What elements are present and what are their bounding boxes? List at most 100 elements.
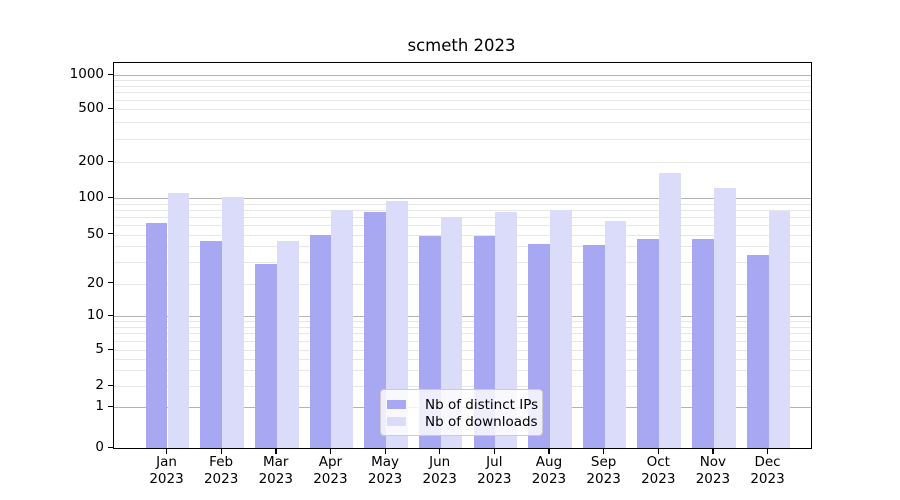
legend-item: Nb of distinct IPs: [387, 396, 542, 413]
grid-line-minor: [114, 121, 811, 123]
x-tick-month: Jul: [486, 454, 503, 470]
grid-line-minor: [114, 224, 811, 226]
y-tick-mark: [108, 384, 113, 386]
x-tick-month: Sep: [590, 454, 617, 470]
y-tick-mark: [108, 233, 113, 235]
bar-distinct-ips: [145, 223, 168, 448]
x-tick-mark: [657, 449, 660, 454]
grid-line-minor: [114, 333, 811, 335]
y-tick-label: 1000: [69, 66, 104, 82]
y-tick-label: 1: [95, 398, 104, 414]
y-tick-mark: [108, 282, 113, 284]
bar-distinct-ips: [746, 255, 769, 448]
y-tick-label: 10: [86, 307, 104, 323]
x-tick-month: Feb: [209, 454, 234, 470]
y-tick-label: 2: [95, 377, 104, 393]
x-tick-month: Aug: [535, 454, 563, 470]
x-tick-year: 2023: [750, 470, 785, 487]
x-tick-label: May 2023: [350, 454, 420, 487]
bar-distinct-ips: [254, 263, 277, 448]
grid-line-minor: [114, 358, 811, 360]
x-tick-month: Apr: [318, 454, 343, 470]
grid-line-major: [114, 75, 811, 76]
x-tick-mark: [166, 449, 168, 454]
x-tick-mark: [493, 449, 496, 454]
bar-downloads: [768, 211, 791, 448]
legend-swatch: [387, 417, 406, 426]
x-tick-label: Jul 2023: [459, 454, 529, 487]
bar-downloads: [276, 241, 299, 448]
bar-distinct-ips: [637, 238, 660, 448]
grid-line-minor: [114, 92, 811, 94]
legend-item: Nb of downloads: [387, 413, 542, 430]
y-tick-mark: [108, 160, 113, 162]
grid-line-minor: [114, 203, 811, 205]
x-tick-label: Feb 2023: [186, 454, 256, 487]
grid-line-minor: [114, 261, 811, 263]
bar-downloads: [167, 192, 190, 448]
x-tick-month: Jan: [156, 454, 177, 470]
grid-line-minor: [114, 209, 811, 211]
x-tick-mark: [329, 449, 332, 454]
x-tick-mark: [767, 449, 769, 454]
x-tick-year: 2023: [203, 470, 239, 487]
grid-line-minor: [114, 321, 811, 323]
grid-line-minor: [114, 386, 811, 387]
bar-downloads: [659, 172, 682, 448]
y-tick-label: 50: [86, 225, 104, 242]
y-tick-mark: [108, 107, 113, 109]
y-tick-mark: [108, 405, 113, 407]
x-tick-mark: [439, 449, 441, 454]
x-tick-month: Dec: [754, 454, 781, 470]
bar-downloads: [713, 188, 736, 448]
y-tick-mark: [108, 348, 113, 350]
x-tick-year: 2023: [477, 470, 512, 487]
x-tick-month: Mar: [263, 454, 289, 470]
grid-line-major: [114, 198, 811, 199]
x-tick-label: Nov 2023: [678, 454, 748, 487]
x-tick-label: Jun 2023: [405, 454, 475, 487]
x-tick-mark: [603, 449, 605, 454]
grid-line-minor: [114, 216, 811, 218]
y-tick-label: 500: [78, 100, 104, 116]
x-tick-label: Mar 2023: [241, 454, 311, 487]
grid-line-minor: [114, 370, 811, 372]
chart-title: scmeth 2023: [407, 36, 516, 55]
bar-downloads: [386, 201, 408, 448]
bar-downloads: [331, 210, 354, 448]
grid-line-minor: [114, 341, 811, 343]
legend-label: Nb of distinct IPs: [425, 396, 539, 413]
legend: Nb of distinct IPs Nb of downloads: [380, 389, 543, 436]
x-tick-label: Oct 2023: [623, 454, 693, 487]
bar-distinct-ips: [692, 238, 714, 448]
grid-line-minor: [114, 109, 811, 110]
y-tick-label: 0: [95, 439, 104, 455]
y-tick-mark: [108, 446, 113, 448]
bar-distinct-ips: [309, 234, 332, 448]
y-tick-label: 20: [86, 274, 104, 291]
grid-line-minor: [114, 100, 811, 102]
x-tick-year: 2023: [422, 470, 457, 487]
x-tick-label: Jan 2023: [132, 454, 202, 487]
grid-line-major: [114, 316, 811, 317]
x-tick-year: 2023: [586, 470, 621, 487]
bar-distinct-ips: [200, 241, 223, 448]
x-tick-label: Aug 2023: [514, 454, 584, 487]
bar-downloads: [604, 220, 627, 448]
grid-line-minor: [114, 283, 811, 285]
y-tick-label: 100: [78, 189, 104, 205]
x-tick-year: 2023: [531, 470, 567, 487]
x-tick-year: 2023: [313, 470, 348, 487]
grid-line-minor: [114, 162, 811, 163]
grid-line-minor: [114, 350, 811, 351]
y-tick-label: 5: [95, 341, 104, 357]
x-tick-year: 2023: [258, 470, 293, 487]
grid-line-minor: [114, 138, 811, 140]
x-tick-mark: [220, 449, 222, 454]
legend-swatch: [387, 400, 406, 409]
bar-downloads: [222, 196, 244, 448]
x-tick-year: 2023: [367, 470, 403, 487]
x-tick-month: Nov: [699, 454, 727, 470]
y-tick-mark: [108, 314, 113, 316]
